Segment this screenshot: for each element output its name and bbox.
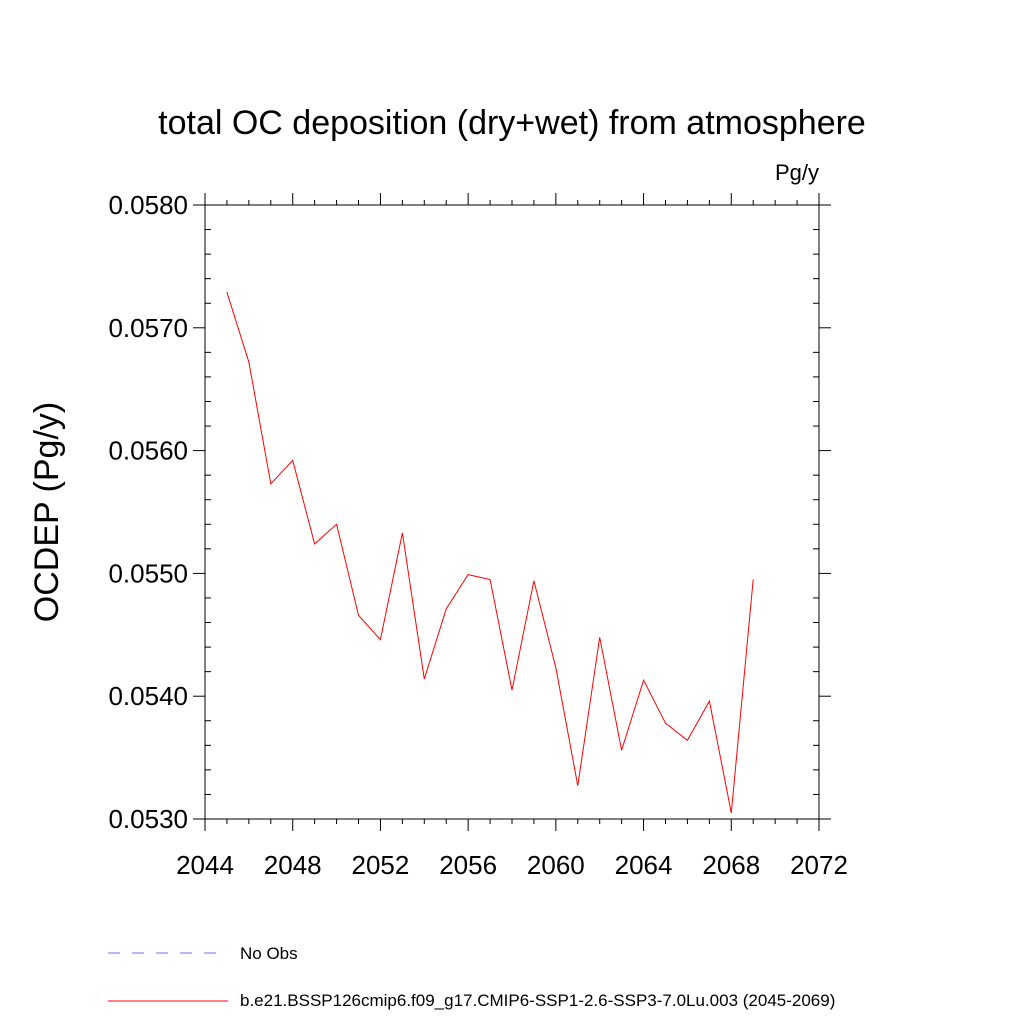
legend-label-no-obs: No Obs (240, 944, 298, 963)
x-tick-label: 2060 (527, 850, 585, 880)
y-axis-ticks: 0.0530 0.0540 0.0550 0.0560 0.0570 0.0580 (108, 190, 831, 834)
y-tick-label: 0.0530 (108, 804, 188, 834)
x-tick-label: 2068 (702, 850, 760, 880)
x-tick-label: 2056 (439, 850, 497, 880)
plot-frame (204, 204, 820, 820)
x-tick-label: 2052 (352, 850, 410, 880)
y-tick-label: 0.0570 (108, 313, 188, 343)
y-tick-label: 0.0550 (108, 558, 188, 588)
x-axis-ticks: 2044 2048 2052 2056 2060 2064 2068 2072 (176, 193, 848, 880)
y-axis-label: OCDEP (Pg/y) (28, 402, 66, 622)
y-tick-label: 0.0560 (108, 436, 188, 466)
series-line-model-run (226, 292, 754, 813)
y-tick-label: 0.0540 (108, 681, 188, 711)
x-tick-label: 2072 (790, 850, 848, 880)
x-tick-label: 2044 (176, 850, 234, 880)
x-tick-label: 2048 (264, 850, 322, 880)
series-layer (226, 292, 754, 813)
x-tick-label: 2064 (615, 850, 673, 880)
units-label: Pg/y (775, 160, 819, 185)
legend-label-model-run: b.e21.BSSP126cmip6.f09_g17.CMIP6-SSP1-2.… (240, 991, 835, 1010)
chart-title: total OC deposition (dry+wet) from atmos… (158, 104, 866, 142)
legend: No Obs b.e21.BSSP126cmip6.f09_g17.CMIP6-… (108, 944, 835, 1010)
minor-ticks (205, 200, 819, 824)
y-tick-label: 0.0580 (108, 190, 188, 220)
